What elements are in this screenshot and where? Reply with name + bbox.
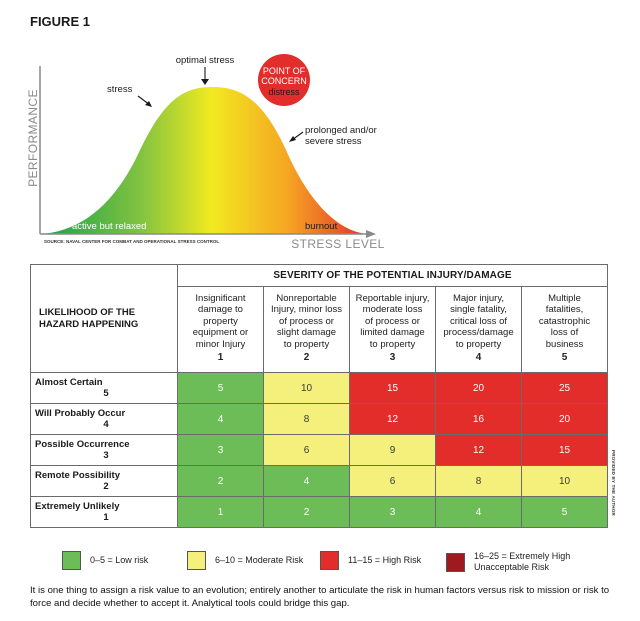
severity-col-5: Multiple fatalities, catastrophic loss of bu… — [521, 286, 608, 373]
matrix-row: Possible Occurrence 3 3 6 9 12 15 — [30, 434, 608, 466]
point-of-concern-badge — [258, 54, 310, 106]
likelihood-label: Possible Occurrence 3 — [30, 434, 178, 466]
stress-performance-curve: PERFORMANCE STRESS LEVEL stress optimal … — [26, 54, 385, 251]
risk-cell: 8 — [435, 465, 522, 497]
photo-credit: PROVIDED BY THE AUTHOR — [611, 450, 616, 516]
risk-cell: 2 — [263, 496, 350, 528]
risk-cell: 5 — [177, 372, 264, 404]
risk-cell: 4 — [177, 403, 264, 435]
label-distress: distress — [268, 87, 300, 97]
likelihood-header-line2: HAZARD HAPPENING — [39, 318, 139, 330]
likelihood-label: Will Probably Occur 4 — [30, 403, 178, 435]
figure-caption: It is one thing to assign a risk value t… — [30, 585, 610, 609]
risk-cell: 9 — [349, 434, 436, 466]
risk-cell: 16 — [435, 403, 522, 435]
risk-matrix: LIKELIHOOD OF THE HAZARD HAPPENING SEVER… — [30, 264, 608, 528]
likelihood-header: LIKELIHOOD OF THE HAZARD HAPPENING — [30, 264, 178, 373]
source-note: SOURCE: NAVAL CENTER FOR COMBAT AND OPER… — [44, 239, 219, 244]
x-axis-label: STRESS LEVEL — [291, 237, 385, 251]
risk-cell: 12 — [349, 403, 436, 435]
risk-cell: 4 — [435, 496, 522, 528]
risk-cell: 15 — [349, 372, 436, 404]
likelihood-label: Remote Possibility 2 — [30, 465, 178, 497]
arrow-optimal-head — [201, 79, 209, 85]
y-axis-label: PERFORMANCE — [26, 89, 40, 187]
risk-cell: 20 — [435, 372, 522, 404]
matrix-row: Will Probably Occur 4 4 8 12 16 20 — [30, 403, 608, 435]
risk-cell: 3 — [349, 496, 436, 528]
risk-cell: 3 — [177, 434, 264, 466]
legend-swatch — [187, 551, 206, 570]
severity-number: 1 — [217, 352, 224, 364]
label-stress: stress — [107, 84, 133, 95]
label-active-but-relaxed: active but relaxed — [72, 221, 146, 232]
risk-cell: 4 — [263, 465, 350, 497]
label-prolonged-line1: prolonged and/or — [305, 125, 377, 136]
risk-cell: 12 — [435, 434, 522, 466]
label-prolonged-line2: severe stress — [305, 136, 362, 147]
severity-col-1: Insignificant damage to property equipment … — [177, 286, 264, 373]
matrix-row: Remote Possibility 2 2 4 6 8 10 — [30, 465, 608, 497]
risk-cell: 20 — [521, 403, 608, 435]
likelihood-header-line1: LIKELIHOOD OF THE — [39, 306, 136, 318]
likelihood-label: Extremely Unlikely 1 — [30, 496, 178, 528]
arrow-prolonged-head — [289, 136, 296, 142]
risk-legend: 0–5 = Low risk 6–10 = Moderate Risk 11–1… — [62, 551, 622, 577]
severity-col-2: Nonreportable Injury, minor loss of proces… — [263, 286, 350, 373]
risk-cell: 5 — [521, 496, 608, 528]
legend-item-low: 0–5 = Low risk — [62, 551, 148, 570]
matrix-row: Extremely Unlikely 1 1 2 3 4 5 — [30, 496, 608, 528]
point-of-concern-line1: POINT OF — [263, 66, 306, 76]
risk-cell: 8 — [263, 403, 350, 435]
risk-cell: 2 — [177, 465, 264, 497]
risk-cell: 15 — [521, 434, 608, 466]
legend-swatch — [320, 551, 339, 570]
legend-item-extremely-high: 16–25 = Extremely High Unacceptable Risk — [446, 551, 570, 573]
risk-cell: 25 — [521, 372, 608, 404]
risk-cell: 10 — [263, 372, 350, 404]
label-optimal-stress: optimal stress — [176, 55, 235, 66]
arrow-stress-head — [145, 101, 152, 107]
severity-number: 3 — [389, 352, 396, 364]
figure-title: FIGURE 1 — [30, 14, 90, 29]
risk-cell: 10 — [521, 465, 608, 497]
severity-number: 5 — [561, 352, 568, 364]
severity-col-4: Major injury, single fatality, critical lo… — [435, 286, 522, 373]
risk-cell: 6 — [349, 465, 436, 497]
matrix-row: Almost Certain 5 5 10 15 20 25 — [30, 372, 608, 404]
likelihood-label: Almost Certain 5 — [30, 372, 178, 404]
risk-cell: 1 — [177, 496, 264, 528]
severity-header: SEVERITY OF THE POTENTIAL INJURY/DAMAGE — [177, 264, 608, 287]
bell-curve — [40, 87, 368, 234]
point-of-concern-line2: CONCERN — [261, 76, 307, 86]
legend-item-high: 11–15 = High Risk — [320, 551, 421, 570]
legend-swatch — [446, 552, 465, 572]
severity-number: 4 — [475, 352, 482, 364]
risk-cell: 6 — [263, 434, 350, 466]
severity-col-3: Reportable injury, moderate loss of proces… — [349, 286, 436, 373]
legend-item-moderate: 6–10 = Moderate Risk — [187, 551, 303, 570]
legend-swatch — [62, 551, 81, 570]
severity-number: 2 — [303, 352, 310, 364]
label-burnout: burnout — [305, 221, 338, 232]
x-axis-arrowhead — [366, 230, 376, 238]
